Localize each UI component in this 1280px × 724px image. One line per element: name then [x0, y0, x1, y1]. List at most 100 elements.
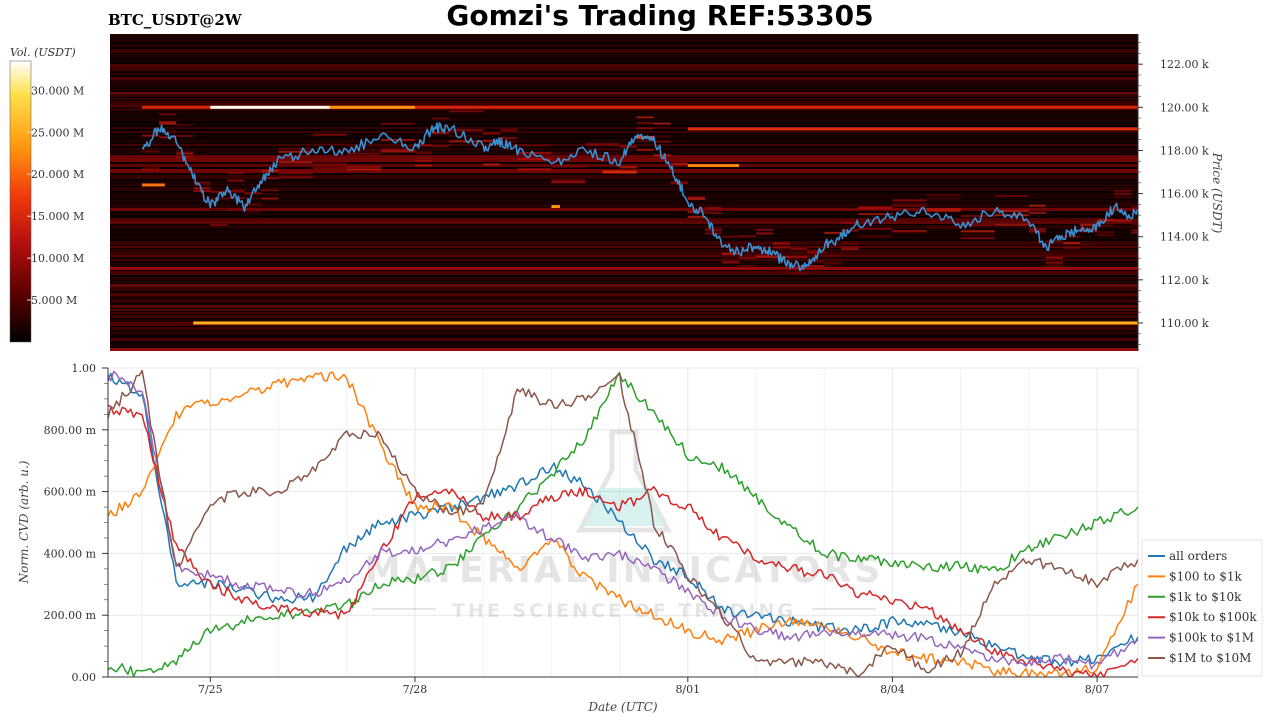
heatmap-cell	[773, 268, 791, 271]
heatmap-cell	[824, 243, 842, 246]
heatmap-band	[110, 49, 1138, 53]
heatmap-cell	[824, 261, 842, 264]
heatmap-cell	[142, 167, 160, 170]
heatmap-band	[110, 246, 1138, 248]
heatmap-cell	[653, 140, 671, 143]
price-tick-label: 116.00 k	[1160, 188, 1209, 201]
colorbar-tick-label: 30.000 M	[31, 84, 84, 97]
heatmap-band	[110, 127, 1138, 129]
cvd-x-tick-label: 8/07	[1085, 683, 1110, 696]
heatmap-cell	[380, 148, 415, 151]
heatmap-band	[110, 221, 1138, 224]
heatmap-cell	[892, 199, 927, 202]
cvd-panel: MATERIAL INDICATORS THE SCIENCE OF TRADI…	[17, 362, 1263, 714]
cvd-y-ticks: 0.00 200.00 m 400.00 m 600.00 m 800.00 m 1.00	[44, 362, 108, 684]
heatmap-cell	[1131, 207, 1138, 210]
heatmap-cell	[483, 160, 501, 163]
heatmap-cell	[994, 210, 1029, 213]
heatmap-cell	[960, 237, 995, 240]
legend-label: $1k to $10k	[1169, 590, 1242, 604]
heatmap-cell	[1148, 172, 1165, 174]
heatmap-band	[110, 284, 1138, 287]
colorbar-label: Vol. (USDT)	[10, 46, 76, 59]
heatmap-cell	[892, 204, 927, 207]
heatmap-cell	[738, 257, 757, 260]
heatmap-cell	[142, 150, 160, 153]
heatmap-band	[110, 200, 1138, 203]
heatmap-cell	[414, 144, 433, 147]
heatmap-strong-level	[142, 183, 165, 187]
heatmap-cell	[312, 143, 347, 146]
heatmap-band	[110, 44, 1138, 47]
heatmap-cell	[517, 151, 552, 154]
heatmap-cell	[142, 155, 160, 158]
heatmap-cell	[994, 208, 1029, 211]
cvd-x-tick-label: 8/01	[675, 683, 700, 696]
heatmap-cell	[517, 144, 552, 147]
heatmap-cell	[824, 254, 842, 257]
heatmap-cell	[841, 242, 859, 245]
heatmap-band	[110, 39, 1138, 42]
heatmap-band	[110, 249, 1138, 252]
heatmap-cell	[790, 272, 808, 275]
heatmap-cell	[449, 135, 484, 138]
heatmap-band	[110, 312, 1138, 314]
heatmap-cell	[636, 121, 654, 124]
heatmap-cell	[193, 165, 211, 168]
heatmap-cell	[756, 255, 774, 258]
price-line	[141, 122, 1138, 272]
heatmap-band	[110, 218, 1138, 221]
heatmap-cell	[841, 245, 859, 248]
heatmap-cell	[1131, 229, 1138, 232]
heatmap-band	[110, 187, 1138, 191]
heatmap-cell	[1114, 219, 1132, 222]
heatmap-cell	[414, 150, 433, 153]
heatmap-cell	[176, 152, 194, 155]
heatmap-cell	[960, 230, 995, 233]
price-tick-label: 122.00 k	[1160, 58, 1209, 71]
heatmap-cell	[756, 232, 774, 235]
heatmap-panel: 110.00 k 112.00 k 114.00 k 116.00 k 118.00 k…	[110, 34, 1224, 351]
cvd-x-ticks: 7/25 7/28 8/01 8/04 8/07	[198, 677, 1109, 696]
heatmap-cell	[1062, 217, 1081, 220]
price-line-group	[141, 122, 1138, 272]
heatmap-band	[110, 98, 1138, 100]
heatmap-cell	[807, 251, 825, 254]
heatmap-cell	[653, 126, 671, 129]
heatmap-cell	[346, 152, 381, 155]
heatmap-cell	[312, 133, 347, 136]
colorbar-tick-label: 5.000 M	[31, 294, 77, 307]
heatmap-cell	[176, 135, 194, 138]
heatmap-cell	[380, 145, 415, 148]
heatmap-cell	[159, 130, 177, 133]
heatmap-cell	[449, 110, 484, 113]
heatmap-band	[110, 331, 1138, 334]
heatmap-cell	[483, 132, 501, 135]
heatmap-cell	[841, 248, 859, 251]
heatmap-band	[110, 80, 1138, 84]
heatmap-cell	[193, 181, 211, 184]
legend-label: $100 to $1k	[1169, 569, 1242, 583]
heatmap-cell	[773, 242, 791, 245]
heatmap-cell	[636, 116, 654, 119]
heatmap-band	[110, 131, 1138, 133]
heatmap-band	[110, 181, 1138, 184]
heatmap-cell	[619, 168, 637, 171]
heatmap-cell	[517, 158, 552, 161]
heatmap-cell	[142, 168, 160, 171]
heatmap-band	[110, 265, 1138, 267]
heatmap-cell	[858, 235, 893, 238]
heatmap-cell	[278, 147, 313, 150]
heatmap-cell	[1114, 192, 1132, 195]
price-axis-label: Price (USDT)	[1210, 152, 1224, 234]
heatmap-cell	[1028, 228, 1046, 231]
heatmap-band	[110, 262, 1138, 264]
heatmap-cell	[841, 221, 859, 224]
legend-box	[1141, 539, 1263, 677]
heatmap-band	[110, 287, 1138, 291]
heatmap-cell	[926, 209, 961, 212]
heatmap-cell	[483, 139, 501, 142]
heatmap-band	[110, 299, 1138, 303]
cvd-x-tick-label: 8/04	[880, 683, 905, 696]
